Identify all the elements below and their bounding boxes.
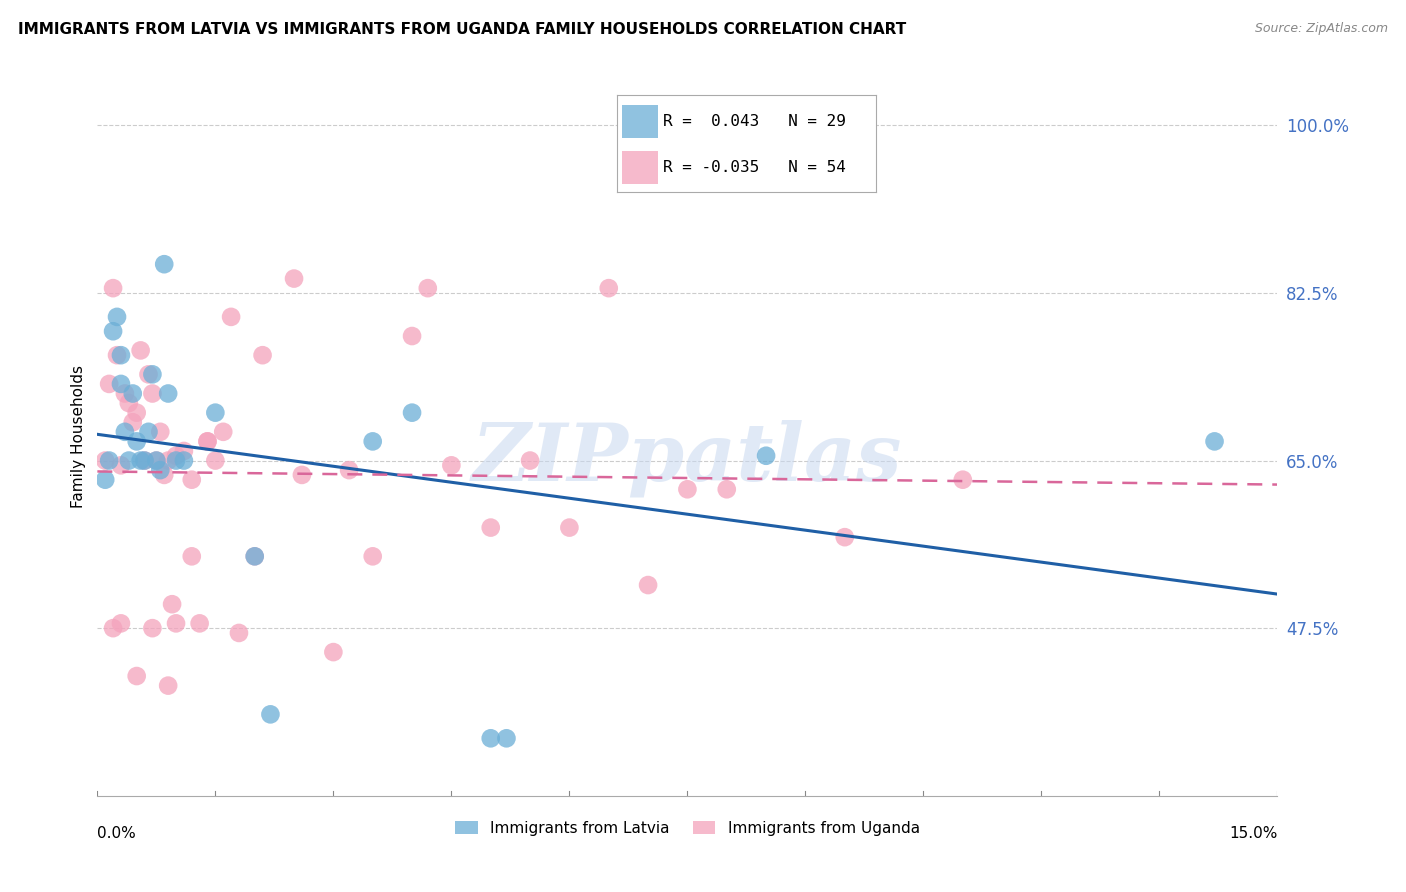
- Point: [141, 386, 163, 401]
- Point: [157, 386, 180, 401]
- Y-axis label: Family Households: Family Households: [72, 365, 86, 508]
- Point: [98, 453, 121, 467]
- Point: [283, 271, 305, 285]
- Point: [291, 467, 314, 482]
- Point: [197, 434, 219, 449]
- Point: [125, 669, 148, 683]
- Point: [138, 368, 160, 382]
- Point: [361, 434, 384, 449]
- Point: [180, 549, 202, 564]
- Point: [416, 281, 439, 295]
- Text: Source: ZipAtlas.com: Source: ZipAtlas.com: [1254, 22, 1388, 36]
- Point: [118, 396, 141, 410]
- Point: [145, 453, 167, 467]
- Point: [138, 425, 160, 439]
- Point: [228, 626, 250, 640]
- Point: [716, 483, 738, 497]
- Text: 0.0%: 0.0%: [97, 826, 136, 841]
- Point: [121, 415, 143, 429]
- Point: [180, 473, 202, 487]
- Point: [337, 463, 360, 477]
- Point: [361, 549, 384, 564]
- Point: [157, 679, 180, 693]
- Point: [153, 257, 176, 271]
- Point: [110, 616, 132, 631]
- Point: [114, 386, 136, 401]
- Point: [188, 616, 211, 631]
- Point: [149, 463, 172, 477]
- Point: [110, 458, 132, 473]
- Point: [243, 549, 266, 564]
- Point: [1204, 434, 1226, 449]
- Point: [153, 467, 176, 482]
- Point: [101, 324, 124, 338]
- Point: [440, 458, 463, 473]
- Point: [204, 453, 226, 467]
- Point: [125, 406, 148, 420]
- Point: [149, 425, 172, 439]
- Point: [98, 376, 121, 391]
- Point: [197, 434, 219, 449]
- Point: [259, 707, 281, 722]
- Point: [243, 549, 266, 564]
- Point: [401, 406, 423, 420]
- Point: [94, 473, 117, 487]
- Legend: Immigrants from Latvia, Immigrants from Uganda: Immigrants from Latvia, Immigrants from …: [449, 814, 927, 842]
- Point: [598, 281, 620, 295]
- Point: [322, 645, 344, 659]
- Point: [141, 621, 163, 635]
- Point: [105, 348, 128, 362]
- Point: [173, 453, 195, 467]
- Point: [141, 368, 163, 382]
- Point: [519, 453, 541, 467]
- Point: [479, 731, 502, 746]
- Text: 15.0%: 15.0%: [1229, 826, 1278, 841]
- Text: ZIPpatlas: ZIPpatlas: [472, 419, 903, 497]
- Point: [110, 376, 132, 391]
- Point: [157, 453, 180, 467]
- Point: [495, 731, 517, 746]
- Point: [219, 310, 242, 324]
- Point: [101, 281, 124, 295]
- Point: [94, 453, 117, 467]
- Point: [105, 310, 128, 324]
- Text: IMMIGRANTS FROM LATVIA VS IMMIGRANTS FROM UGANDA FAMILY HOUSEHOLDS CORRELATION C: IMMIGRANTS FROM LATVIA VS IMMIGRANTS FRO…: [18, 22, 907, 37]
- Point: [401, 329, 423, 343]
- Point: [952, 473, 974, 487]
- Point: [755, 449, 778, 463]
- Point: [110, 348, 132, 362]
- Point: [134, 453, 156, 467]
- Point: [204, 406, 226, 420]
- Point: [101, 621, 124, 635]
- Point: [173, 444, 195, 458]
- Point: [114, 425, 136, 439]
- Point: [252, 348, 274, 362]
- Point: [145, 453, 167, 467]
- Point: [121, 386, 143, 401]
- Point: [212, 425, 235, 439]
- Point: [129, 453, 152, 467]
- Point: [160, 597, 183, 611]
- Point: [165, 449, 187, 463]
- Point: [129, 343, 152, 358]
- Point: [637, 578, 659, 592]
- Point: [558, 520, 581, 534]
- Point: [165, 453, 187, 467]
- Point: [125, 434, 148, 449]
- Point: [165, 616, 187, 631]
- Point: [118, 453, 141, 467]
- Point: [834, 530, 856, 544]
- Point: [134, 453, 156, 467]
- Point: [479, 520, 502, 534]
- Point: [676, 483, 699, 497]
